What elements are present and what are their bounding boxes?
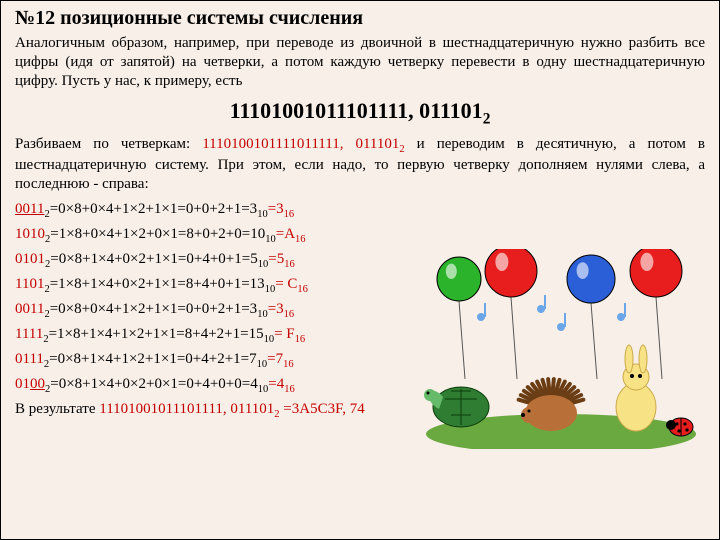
binary-number: 11101001011101111, 0111012 [15,98,705,128]
page-title: №12 позиционные системы счисления [15,7,705,30]
calc-row-2: 10102=1×8+0×4+1×2+0×1=8+0+2+0=1010=A16 [15,226,705,245]
cartoon-illustration [421,249,701,449]
intro-paragraph: Аналогичным образом, например, при перев… [15,34,705,90]
binary-number-digits: 11101001011101111, 011101 [230,98,483,123]
binary-subscript: 2 [483,111,491,128]
grouped-binary: 1110100101111011111, 011101 [202,136,399,152]
explanation-paragraph: Разбиваем по четверкам: 1110100101111011… [15,135,705,194]
calc-row-1: 00112=0×8+0×4+1×2+1×1=0+0+2+1=310=316 [15,201,705,220]
